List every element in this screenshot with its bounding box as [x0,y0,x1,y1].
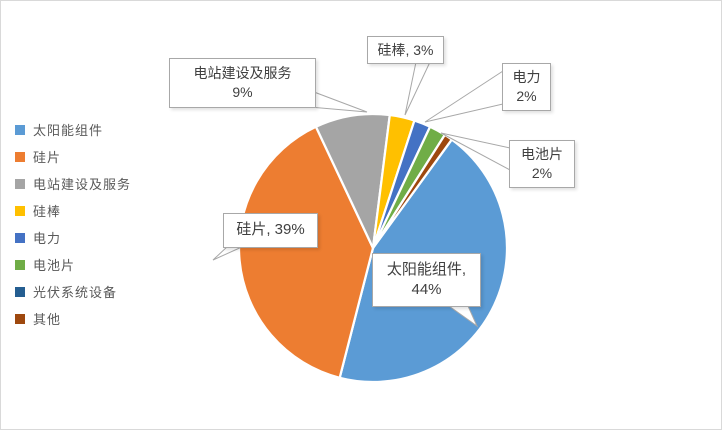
legend-item-6[interactable]: 光伏系统设备 [15,278,131,305]
data-label-silicon-rod[interactable]: 硅棒, 3% [367,36,444,64]
callout-tail-power [424,70,504,123]
callout-tail-silicon-rod [404,61,431,116]
legend-swatch-icon [15,313,25,324]
data-label-value: 44% [411,281,442,298]
legend-label: 电力 [33,231,62,246]
legend-label: 光伏系统设备 [33,285,118,300]
data-label-text: 电站建设及服务 [193,65,292,82]
legend-item-7[interactable]: 其他 [15,305,131,332]
pie-slice-1[interactable] [237,125,375,379]
legend-label: 硅棒 [33,204,62,219]
legend-swatch-icon [15,259,25,270]
data-label-solar-module[interactable]: 太阳能组件, 44% [372,253,481,307]
legend-swatch-icon [15,232,25,243]
data-label-station-services[interactable]: 电站建设及服务 9% [169,58,316,108]
legend-item-4[interactable]: 电力 [15,224,131,251]
legend-label: 其他 [33,312,62,327]
data-label-silicon-wafer[interactable]: 硅片, 39% [223,213,318,248]
data-label-text: 太阳能组件, [386,260,467,278]
legend-swatch-icon [15,286,25,297]
data-label-text: 硅棒, 3% [377,41,434,58]
legend-swatch-icon [15,151,25,162]
legend-swatch-icon [15,124,25,135]
legend-item-2[interactable]: 电站建设及服务 [15,170,131,197]
data-label-power[interactable]: 电力 2% [502,63,551,111]
legend-item-1[interactable]: 硅片 [15,143,131,170]
legend-label: 硅片 [33,150,62,165]
data-label-value: 2% [516,88,537,104]
data-label-text: 电力 [512,69,541,86]
legend-item-3[interactable]: 硅棒 [15,197,131,224]
legend-swatch-icon [15,178,25,189]
legend-label: 电池片 [33,258,76,273]
data-label-text: 电池片 [521,146,563,163]
data-label-solar-cell[interactable]: 电池片 2% [509,140,575,188]
data-label-value: 2% [531,165,553,181]
pie-slices [237,112,509,384]
legend-swatch-icon [15,205,25,216]
data-label-text: 硅片, 39% [236,221,305,239]
legend-label: 电站建设及服务 [33,177,132,192]
legend-item-0[interactable]: 太阳能组件 [15,116,131,143]
legend-label: 太阳能组件 [33,123,104,138]
data-label-value: 9% [232,84,253,100]
legend-item-5[interactable]: 电池片 [15,251,131,278]
legend: 太阳能组件硅片电站建设及服务 硅棒电力电池片光伏系统设备 其他 [15,116,131,332]
